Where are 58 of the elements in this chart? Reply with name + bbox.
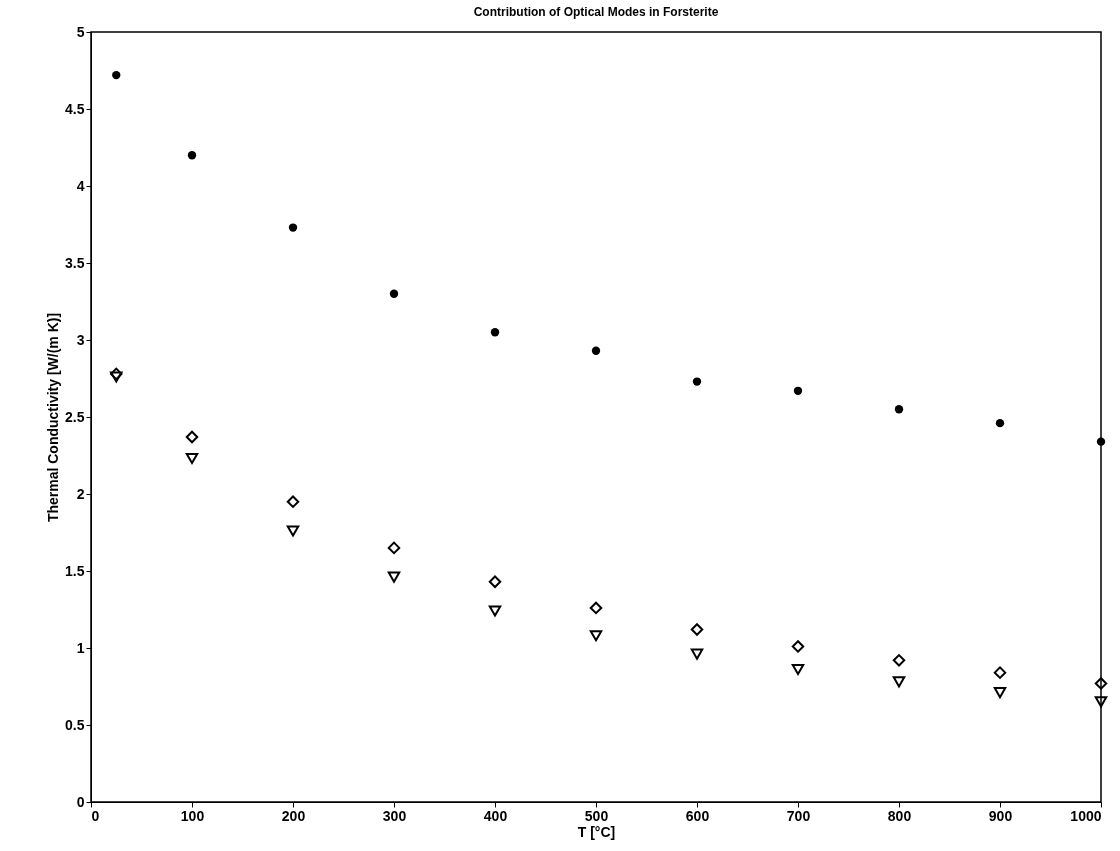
point	[1094, 696, 1108, 708]
point	[692, 377, 702, 386]
point	[793, 386, 803, 395]
point	[286, 525, 300, 537]
x-tick-label: 900	[988, 807, 1013, 824]
y-axis-title: Thermal Conductivity [W/(m K)]	[45, 312, 62, 523]
point	[185, 430, 199, 444]
x-tick-label: 0	[91, 807, 100, 824]
point	[591, 346, 601, 355]
point	[110, 371, 123, 383]
point	[993, 687, 1007, 699]
point	[1094, 677, 1108, 690]
point	[690, 623, 704, 636]
chart-title: Contribution of Optical Modes in Forsterite	[473, 5, 719, 19]
point	[185, 453, 199, 465]
point	[1096, 437, 1106, 446]
point	[288, 223, 298, 232]
point	[387, 541, 401, 555]
x-tick-label: 600	[685, 807, 710, 824]
point	[690, 648, 704, 660]
x-tick-label: 800	[887, 807, 912, 824]
point	[490, 328, 500, 337]
point	[892, 654, 906, 667]
point	[387, 571, 401, 583]
point	[995, 418, 1005, 428]
x-tick-label: 700	[786, 807, 811, 824]
x-tick-label: 400	[483, 807, 508, 824]
point	[110, 367, 123, 381]
y-tick-label: 3.5	[65, 254, 85, 271]
y-tick-label: 4	[76, 177, 85, 194]
y-tick-label: 1	[76, 639, 85, 656]
point	[488, 605, 502, 617]
y-tick-label: 5	[76, 23, 85, 40]
y-tick-label: 2.5	[65, 408, 85, 425]
point	[589, 630, 603, 642]
y-tick-label: 0.5	[65, 716, 85, 733]
point	[286, 495, 300, 508]
point	[894, 405, 904, 414]
x-tick-label: 100	[180, 807, 205, 824]
point	[112, 70, 121, 80]
point	[488, 575, 502, 589]
point	[791, 664, 805, 676]
point	[389, 289, 399, 298]
x-axis-title: T [°C]	[577, 823, 616, 840]
x-tick-label: 200	[281, 807, 306, 824]
y-tick-label: 1.5	[65, 562, 85, 579]
point	[187, 151, 197, 160]
point	[993, 666, 1007, 679]
y-tick-label: 4.5	[65, 100, 85, 117]
y-tick-label: 0	[76, 793, 85, 810]
x-tick-label: 1000	[1070, 807, 1102, 824]
y-tick-label: 3	[76, 331, 85, 348]
y-tick-label: 2	[76, 485, 85, 502]
x-tick-label: 500	[584, 807, 609, 824]
x-tick-label: 300	[382, 807, 407, 824]
point	[892, 676, 906, 688]
point	[589, 601, 603, 615]
point	[791, 640, 805, 653]
